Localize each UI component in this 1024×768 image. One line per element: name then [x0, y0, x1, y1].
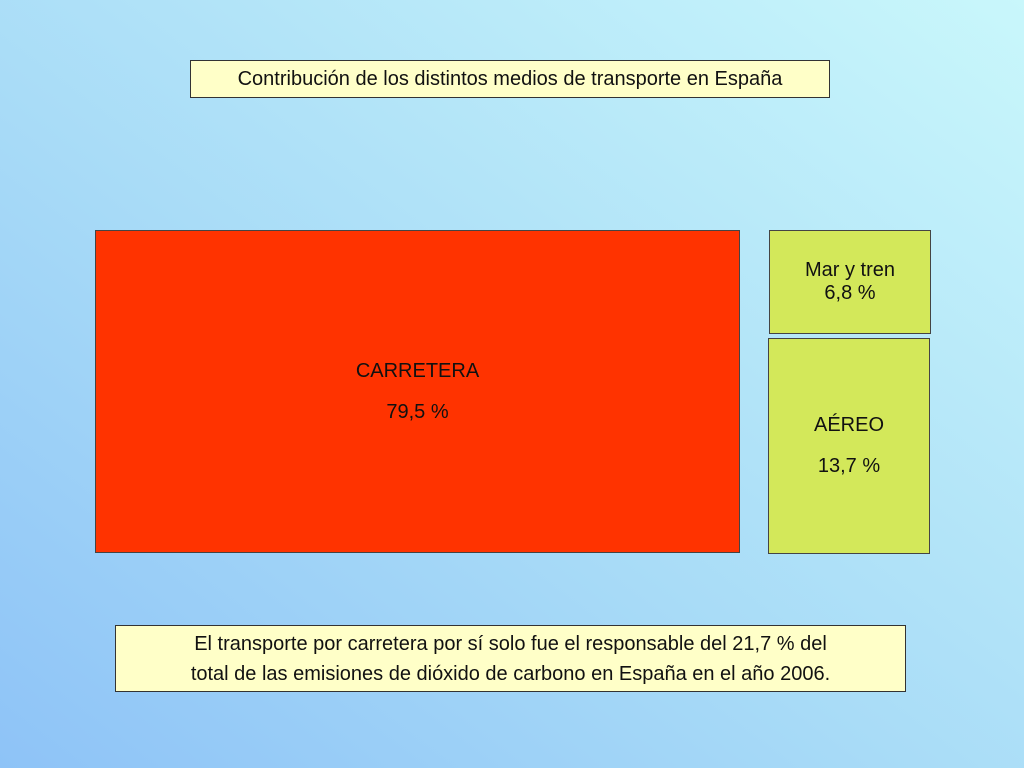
- chart-title-text: Contribución de los distintos medios de …: [237, 67, 783, 90]
- tile-carretera-label: CARRETERA: [355, 359, 480, 382]
- note-box: El transporte por carretera por sí solo …: [115, 625, 906, 692]
- tile-mar-y-tren: Mar y tren 6,8 %: [769, 230, 931, 334]
- chart-title: Contribución de los distintos medios de …: [190, 60, 830, 98]
- tile-aereo-value: 13,7 %: [817, 455, 881, 477]
- tile-aereo: AÉREO 13,7 %: [768, 338, 930, 554]
- tile-mar-y-tren-value: 6,8 %: [824, 282, 876, 304]
- tile-mar-y-tren-label: Mar y tren: [804, 259, 896, 281]
- tile-aereo-label: AÉREO: [813, 414, 885, 436]
- tile-carretera-value: 79,5 %: [386, 400, 449, 423]
- tile-carretera: CARRETERA 79,5 %: [95, 230, 740, 553]
- note-line-1: El transporte por carretera por sí solo …: [194, 632, 827, 655]
- note-line-2: total de las emisiones de dióxido de car…: [190, 662, 831, 685]
